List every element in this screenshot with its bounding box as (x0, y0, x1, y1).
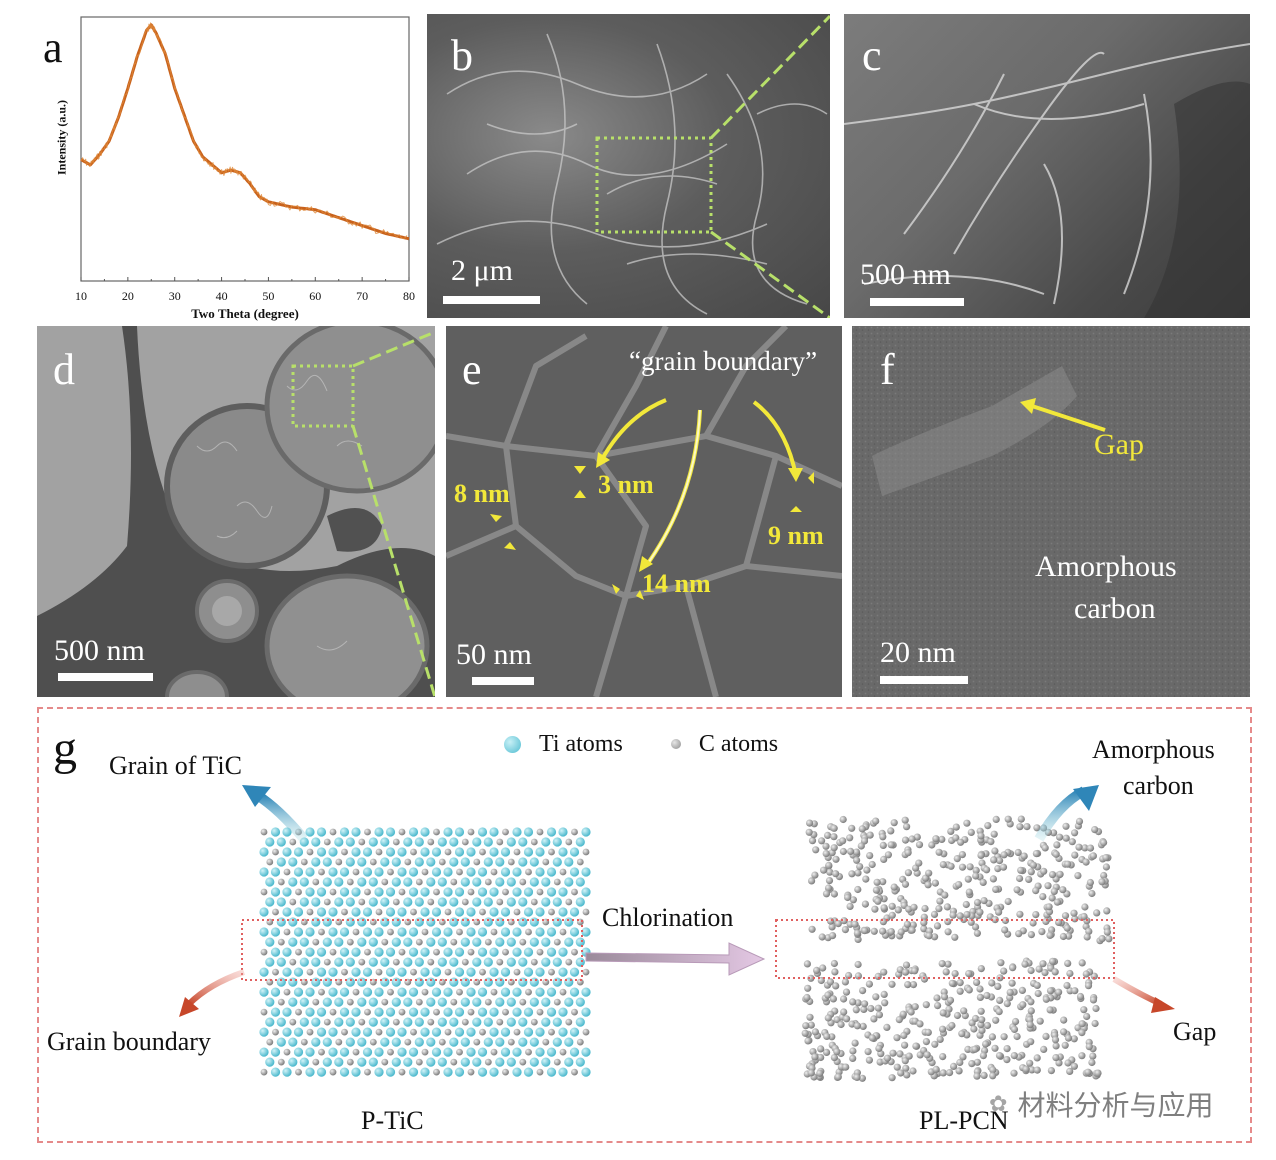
pl-pcn-caption: PL-PCN (919, 1106, 1009, 1135)
chlorination-label: Chlorination (602, 903, 734, 932)
amorphous-carbon-label-line2: carbon (1123, 771, 1194, 800)
p-tic-caption: P-TiC (361, 1106, 424, 1135)
watermark-text: 材料分析与应用 (1017, 1089, 1214, 1122)
panel-c-scale-bar (870, 298, 964, 306)
legend-ti-label: Ti atoms (539, 730, 623, 757)
gap-label: Gap (1094, 428, 1144, 461)
sem-texture (844, 43, 1250, 318)
panel-b-letter: b (451, 31, 473, 80)
panel-d-scale-label: 500 nm (54, 634, 145, 667)
amorphous-carbon-label-line1: Amorphous (1035, 550, 1177, 583)
x-tick-label: 80 (403, 289, 415, 303)
panel-a: a Intensity (a.u.) 10 20 30 40 50 60 70 80 Two … (0, 0, 420, 322)
width-label-8nm: 8 nm (454, 479, 510, 508)
x-axis-label: Two Theta (degree) (191, 306, 299, 321)
panel-d-letter: d (53, 345, 75, 394)
panel-c-letter: c (862, 31, 882, 80)
amorphous-carbon-label-line2: carbon (1074, 592, 1156, 625)
legend-c-label: C atoms (698, 730, 779, 757)
grain-boundary-title: “grain boundary” (629, 346, 818, 376)
sem-texture (436, 14, 830, 318)
panel-e-tem-image: e “grain boundary” 3 nm 8 nm 9 nm 14 nm … (446, 326, 842, 697)
panel-b-sem-image: b 2 μm (427, 14, 830, 318)
xrd-chart (80, 16, 410, 282)
panel-e-scale-bar (472, 677, 534, 685)
width-label-3nm: 3 nm (598, 470, 654, 499)
watermark: ✿ 材料分析与应用 (989, 1084, 1213, 1124)
x-tick-label: 40 (215, 289, 228, 303)
panel-d-scale-bar (58, 673, 153, 681)
x-tick-label: 30 (168, 289, 181, 303)
tem-texture (446, 326, 842, 697)
tem-texture (37, 326, 435, 697)
grain-of-tic-label: Grain of TiC (109, 751, 242, 780)
panel-f-scale-label: 20 nm (880, 636, 956, 669)
tem-texture (852, 326, 1250, 697)
schematic-graphics (179, 785, 1175, 1082)
x-tick-label: 10 (75, 289, 87, 303)
width-label-14nm: 14 nm (642, 569, 711, 598)
legend: Ti atoms C atoms (504, 729, 778, 759)
panel-c-scale-label: 500 nm (860, 258, 951, 291)
panel-a-letter: a (43, 23, 63, 72)
x-tick-label: 60 (309, 289, 322, 303)
panel-c-sem-image: c 500 nm (844, 14, 1250, 318)
panel-f-letter: f (880, 345, 895, 394)
panel-f-scale-bar (880, 676, 968, 684)
panel-b-scale-label: 2 μm (451, 254, 513, 287)
x-tick-label: 50 (262, 289, 275, 303)
x-tick-label: 70 (356, 289, 369, 303)
x-tick-label: 20 (121, 289, 134, 303)
c-atom-icon (670, 739, 681, 749)
amorphous-carbon-label-line1: Amorphous (1092, 735, 1215, 764)
width-label-9nm: 9 nm (768, 521, 824, 550)
panel-d-tem-image: d 500 nm (37, 326, 435, 697)
panel-e-scale-label: 50 nm (456, 638, 532, 671)
panel-e-letter: e (462, 345, 482, 394)
ti-atom-icon (504, 735, 521, 753)
panel-f-tem-image: f Gap Amorphous carbon 20 nm (852, 326, 1250, 697)
gap-label: Gap (1173, 1017, 1217, 1046)
wechat-icon: ✿ (989, 1091, 1008, 1116)
panel-g-letter: g (53, 722, 77, 775)
panel-b-scale-bar (443, 296, 540, 304)
grain-boundary-label: Grain boundary (47, 1027, 211, 1056)
panel-g-schematic: g Ti atoms C atoms Grain of TiC Grain bo… (37, 707, 1252, 1143)
y-axis-label: Intensity (a.u.) (54, 100, 69, 176)
